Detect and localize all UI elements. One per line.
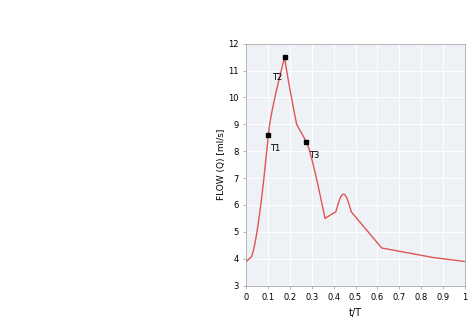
Text: T2: T2 (272, 73, 282, 82)
Text: T1: T1 (271, 144, 281, 153)
Y-axis label: FLOW (Q) [ml/s]: FLOW (Q) [ml/s] (217, 129, 226, 200)
Text: T3: T3 (309, 151, 319, 160)
X-axis label: t/T: t/T (349, 308, 362, 318)
